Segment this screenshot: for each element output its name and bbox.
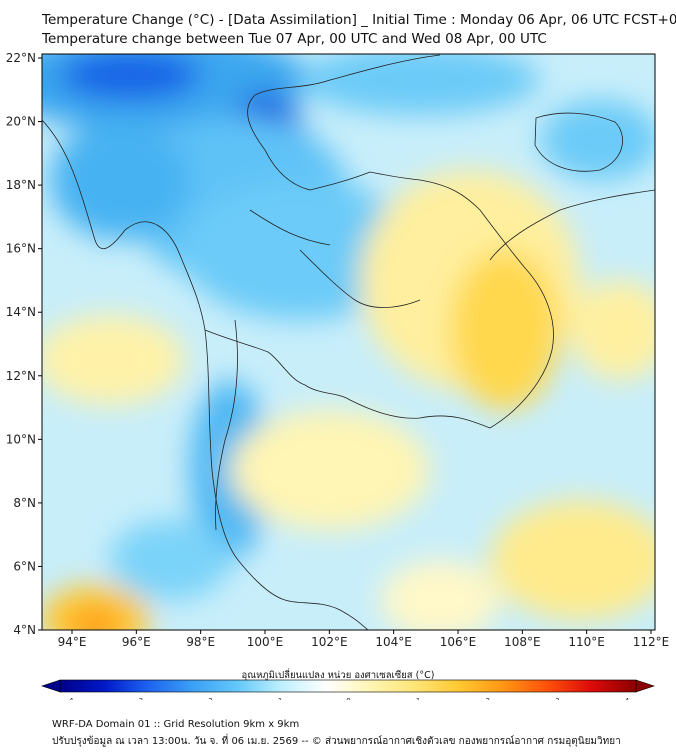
lat-label: 4°N: [13, 623, 36, 637]
colorbar-min-arrow: [41, 679, 61, 693]
map-title-line1: Temperature Change (°C) - [Data Assimila…: [42, 12, 676, 28]
colorbar: -4 -3 -2 -1 0 1 2 3 4: [41, 679, 655, 700]
lat-label: 16°N: [6, 242, 36, 256]
colorbar-title: อุณหภูมิเปลี่ยนแปลง หน่วย องศาเซลเซียส (…: [241, 670, 435, 681]
colorbar-tick-label: -2: [206, 697, 213, 700]
colorbar-max-arrow: [635, 679, 655, 693]
lon-label: 104°E: [375, 635, 412, 649]
lon-label: 106°E: [440, 635, 477, 649]
lat-label: 8°N: [13, 496, 36, 510]
lon-label: 100°E: [247, 635, 284, 649]
lon-label: 96°E: [122, 635, 151, 649]
footer-grid-info: WRF-DA Domain 01 :: Grid Resolution 9km …: [52, 719, 300, 730]
lon-label: 108°E: [504, 635, 541, 649]
lon-label: 110°E: [568, 635, 605, 649]
footer-update-info: ปรับปรุงข้อมูล ณ เวลา 13:00น. วัน จ. ที่…: [52, 736, 621, 747]
lat-label: 22°N: [6, 51, 36, 65]
lon-label: 112°E: [633, 635, 670, 649]
colorbar-tick-label: -4: [67, 697, 75, 700]
lon-label: 102°E: [311, 635, 348, 649]
map-title-line2: Temperature change between Tue 07 Apr, 0…: [42, 31, 547, 47]
colorbar-tick-label: -1: [275, 697, 282, 700]
lat-label: 12°N: [6, 369, 36, 383]
map-axes: 22°N 20°N 18°N 16°N 14°N 12°N 10°N 8°N 6°N 4°N 94°…: [6, 51, 670, 649]
colorbar-tick-label: 2: [486, 697, 490, 700]
colorbar-tick-label: 4: [625, 697, 630, 700]
lat-label: 6°N: [13, 559, 36, 573]
lat-label: 14°N: [6, 305, 36, 319]
colorbar-tick-label: 3: [555, 697, 559, 700]
lat-label: 18°N: [6, 178, 36, 192]
map-frame: [41, 53, 656, 631]
lon-label: 98°E: [186, 635, 215, 649]
lat-label: 20°N: [6, 115, 36, 129]
temperature-field: [42, 54, 655, 630]
colorbar-tick-label: -3: [136, 697, 143, 700]
coastlines-and-borders: [42, 54, 655, 630]
colorbar-tick-label: 1: [416, 697, 420, 700]
temperature-change-map: 22°N 20°N 18°N 16°N 14°N 12°N 10°N 8°N 6°N 4°N 94°…: [6, 51, 670, 700]
colorbar-tick-label: 0: [346, 697, 350, 700]
lat-label: 10°N: [6, 432, 36, 446]
lon-label: 94°E: [58, 635, 87, 649]
